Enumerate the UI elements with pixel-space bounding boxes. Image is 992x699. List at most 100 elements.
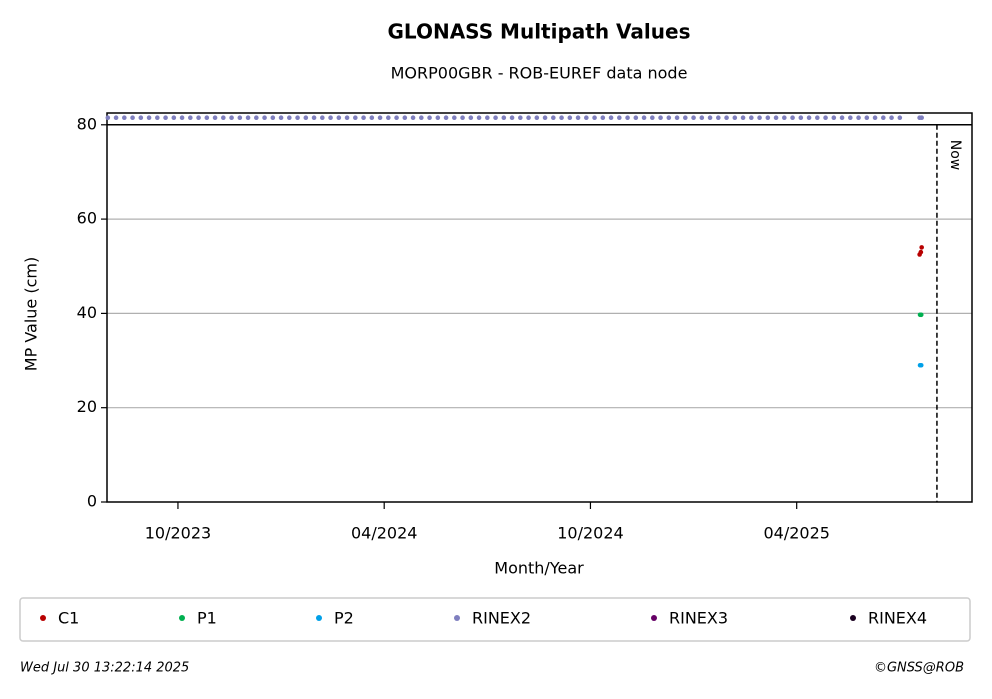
data-point: [699, 115, 705, 121]
data-point: [361, 115, 366, 121]
data-point: [919, 115, 924, 121]
data-point: [823, 115, 828, 121]
data-point: [918, 249, 924, 255]
data-point: [262, 115, 267, 121]
legend-marker: [179, 615, 185, 621]
x-tick-label: 04/2024: [351, 524, 417, 543]
data-point: [831, 115, 837, 121]
data-point: [188, 115, 193, 121]
data-point: [336, 115, 342, 121]
data-point: [790, 115, 795, 121]
data-point: [278, 115, 284, 121]
x-tick-label: 10/2024: [557, 524, 623, 543]
data-point: [683, 115, 688, 121]
legend-marker: [850, 615, 856, 621]
data-point: [254, 115, 259, 121]
data-point: [551, 115, 556, 121]
data-point: [773, 115, 779, 121]
data-point: [344, 115, 350, 121]
x-tick-label: 10/2023: [145, 524, 211, 543]
data-point: [146, 115, 152, 121]
data-point: [386, 115, 391, 121]
data-point: [394, 115, 399, 121]
data-point: [179, 115, 185, 121]
data-point: [196, 115, 201, 121]
data-point: [839, 115, 845, 121]
x-axis-label: Month/Year: [494, 559, 584, 578]
data-point: [658, 115, 663, 121]
data-point: [311, 115, 317, 121]
data-point: [674, 115, 680, 121]
data-point: [509, 115, 515, 121]
data-point: [485, 115, 490, 121]
data-point: [864, 115, 870, 121]
legend-marker: [316, 615, 322, 621]
data-point: [237, 115, 243, 121]
x-tick-label: 04/2025: [763, 524, 829, 543]
data-point: [559, 115, 564, 121]
data-point: [526, 115, 531, 121]
legend-marker: [454, 615, 460, 621]
data-point: [608, 115, 614, 121]
legend-box: [19, 597, 971, 642]
data-point: [287, 115, 292, 121]
data-point: [534, 115, 540, 121]
y-tick-label: 0: [87, 492, 97, 511]
data-point: [320, 115, 325, 121]
legend-label: RINEX3: [669, 609, 728, 628]
data-point: [782, 115, 787, 121]
data-point: [625, 115, 630, 121]
data-point: [740, 115, 746, 121]
data-point: [270, 115, 276, 121]
legend-label: RINEX2: [472, 609, 531, 628]
data-point: [567, 115, 573, 121]
data-point: [919, 245, 924, 250]
data-point: [757, 115, 762, 121]
legend-marker: [40, 615, 46, 621]
data-point: [650, 115, 655, 121]
now-label: Now: [947, 140, 963, 171]
data-point: [402, 115, 408, 121]
data-point: [212, 115, 218, 121]
data-point: [848, 115, 853, 121]
data-point: [600, 115, 606, 121]
data-point: [707, 115, 713, 121]
data-point: [163, 115, 168, 121]
data-point: [476, 115, 482, 121]
data-point: [229, 115, 234, 121]
data-point: [419, 115, 424, 121]
data-point: [435, 115, 441, 121]
legend-label: C1: [58, 609, 79, 628]
y-tick-label: 80: [77, 114, 97, 133]
data-point: [872, 115, 878, 121]
data-point: [295, 115, 300, 121]
data-point: [155, 115, 160, 121]
data-point: [501, 115, 507, 121]
data-point: [732, 115, 738, 121]
data-point: [918, 362, 924, 368]
data-point: [641, 115, 647, 121]
data-point: [592, 115, 597, 121]
data-point: [806, 115, 812, 121]
data-point: [518, 115, 523, 121]
chart-title: GLONASS Multipath Values: [388, 20, 691, 44]
footer-credit: ©GNSS@ROB: [874, 661, 964, 676]
data-point: [303, 115, 309, 121]
data-point: [617, 115, 622, 121]
plot-frame: [106, 112, 973, 503]
data-point: [765, 115, 771, 121]
data-point: [815, 115, 820, 121]
y-axis-label: MP Value (cm): [22, 257, 41, 371]
data-point: [584, 115, 589, 121]
data-point: [666, 115, 672, 121]
legend-label: P2: [334, 609, 354, 628]
data-point: [691, 115, 696, 121]
data-point: [204, 115, 210, 121]
data-point: [245, 115, 251, 121]
data-point: [105, 115, 111, 121]
legend-label: P1: [197, 609, 217, 628]
y-tick-label: 60: [77, 209, 97, 228]
y-tick-label: 40: [77, 303, 97, 322]
data-point: [749, 115, 754, 121]
